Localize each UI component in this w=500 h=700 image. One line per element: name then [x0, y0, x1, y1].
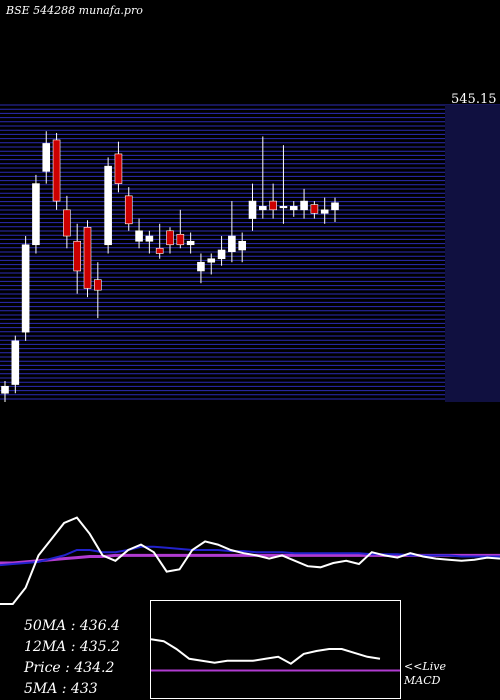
candle-body-down [73, 240, 81, 272]
ma12-value: 12MA : 435.2 [24, 639, 120, 655]
candle [259, 136, 267, 219]
candle-body-up [331, 202, 339, 211]
candle [269, 183, 277, 219]
price-value: Price : 434.2 [24, 660, 115, 676]
candle [42, 131, 51, 184]
price-grid [0, 104, 500, 400]
candle-body-up [289, 206, 298, 211]
candle-body-up [1, 385, 9, 394]
candle-body-up [21, 244, 30, 333]
candle [228, 201, 236, 263]
candle-body-up [197, 261, 205, 272]
candle [186, 232, 195, 254]
candlestick-chart: 545.15 [0, 92, 500, 402]
candle [155, 223, 164, 259]
candle [238, 232, 246, 263]
candle [63, 195, 71, 249]
candle-body-down [114, 153, 123, 184]
candle [94, 262, 102, 319]
moving-average-panel [0, 516, 500, 605]
ma5-value: 5MA : 433 [24, 681, 98, 697]
candle [21, 236, 30, 341]
candle [289, 201, 298, 217]
candle [310, 201, 319, 219]
candle-body-up [300, 200, 308, 211]
candle [331, 197, 339, 223]
candle-body-up [217, 249, 226, 260]
candle-body-down [124, 195, 133, 225]
candle-body-up [104, 165, 112, 246]
macd-label: MACD [404, 674, 441, 687]
site-name: munafa.pro [78, 4, 143, 17]
candle-body-down [63, 209, 71, 237]
candle [300, 188, 308, 219]
candle-body-down [310, 204, 319, 214]
macd-line [150, 638, 381, 665]
candle-body-down [166, 230, 174, 246]
candle-body-up [279, 206, 288, 209]
candle-body-up [135, 230, 143, 242]
candle [248, 183, 257, 231]
candle-body-up [186, 240, 195, 246]
candle [135, 218, 143, 249]
candle [207, 253, 216, 275]
candle [145, 230, 154, 254]
candle [52, 132, 61, 210]
macd-frame [150, 600, 401, 699]
candle [114, 141, 123, 193]
candle-body-down [94, 279, 102, 291]
candle-body-down [83, 226, 92, 289]
candle-body-up [259, 206, 267, 211]
candle [197, 253, 205, 284]
candle-body-down [52, 139, 61, 202]
candle-body-up [42, 143, 51, 172]
candle [217, 236, 226, 266]
candle-body-up [11, 340, 20, 385]
candle-body-up [32, 183, 40, 246]
ma50-value: 50MA : 436.4 [24, 618, 120, 634]
candle [73, 223, 81, 294]
candle-body-down [269, 200, 277, 211]
candle-body-up [207, 258, 216, 263]
candle [11, 335, 20, 394]
ma-short-line [0, 516, 500, 605]
live-macd-link[interactable]: <<Live MACD [404, 660, 446, 688]
candle [32, 174, 40, 254]
candle [279, 145, 288, 224]
candle [176, 209, 185, 249]
ma-values: 50MA : 436.4 12MA : 435.2 Price : 434.2 … [24, 616, 120, 700]
chart-header: BSE 544288 munafa.pro [6, 4, 143, 17]
candle [83, 220, 92, 298]
exchange-code: BSE 544288 [6, 4, 76, 17]
candle-body-up [228, 235, 236, 253]
candle [1, 381, 9, 402]
candle-body-up [248, 200, 257, 219]
macd-panel [150, 600, 401, 699]
candle-body-up [238, 240, 246, 251]
live-label: <<Live [404, 660, 446, 673]
candle-body-down [176, 233, 185, 246]
candle [166, 227, 174, 254]
candle-body-up [145, 235, 154, 242]
candle-body-up [320, 209, 329, 214]
candle [124, 187, 133, 231]
candle [104, 157, 112, 254]
price-axis [445, 105, 500, 402]
candle [320, 197, 329, 224]
candle-body-down [155, 247, 164, 254]
price-label: 545.15 [451, 92, 497, 107]
